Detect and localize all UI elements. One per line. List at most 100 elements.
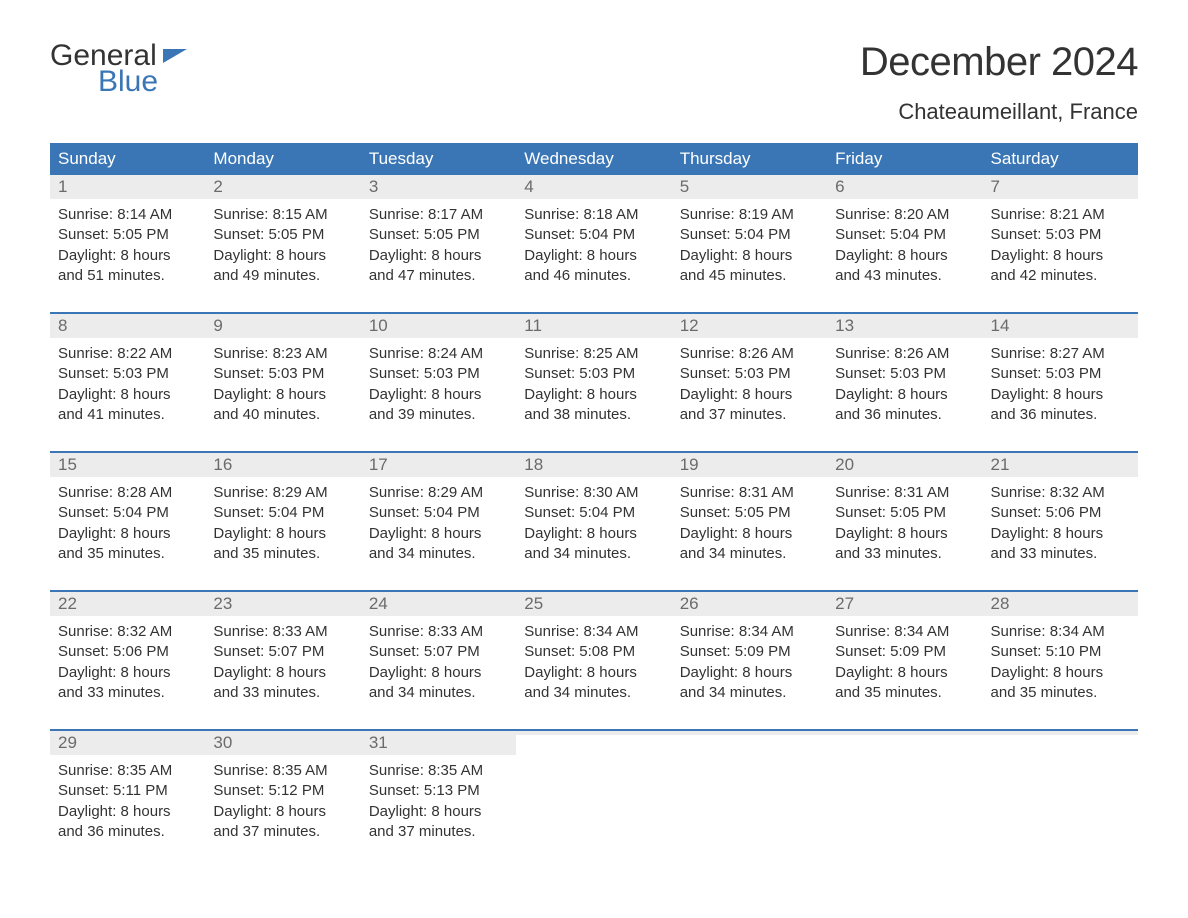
- day-content: Sunrise: 8:15 AMSunset: 5:05 PMDaylight:…: [205, 199, 360, 292]
- sunrise-text: Sunrise: 8:27 AM: [991, 344, 1130, 364]
- day-number: 16: [205, 453, 360, 477]
- sunrise-text: Sunrise: 8:26 AM: [835, 344, 974, 364]
- page-title: December 2024: [860, 40, 1138, 85]
- sunrise-text: Sunrise: 8:24 AM: [369, 344, 508, 364]
- weekday-header: Monday: [205, 143, 360, 175]
- d2-text: and 38 minutes.: [524, 405, 663, 425]
- calendar-week: 1Sunrise: 8:14 AMSunset: 5:05 PMDaylight…: [50, 175, 1138, 292]
- sunrise-text: Sunrise: 8:33 AM: [213, 622, 352, 642]
- calendar-day: 10Sunrise: 8:24 AMSunset: 5:03 PMDayligh…: [361, 314, 516, 431]
- calendar-day: 9Sunrise: 8:23 AMSunset: 5:03 PMDaylight…: [205, 314, 360, 431]
- d2-text: and 35 minutes.: [835, 683, 974, 703]
- day-number: 5: [672, 175, 827, 199]
- day-content: [827, 735, 982, 795]
- sunrise-text: Sunrise: 8:35 AM: [58, 761, 197, 781]
- day-number: 31: [361, 731, 516, 755]
- sunrise-text: Sunrise: 8:34 AM: [991, 622, 1130, 642]
- weekday-header: Tuesday: [361, 143, 516, 175]
- sunrise-text: Sunrise: 8:20 AM: [835, 205, 974, 225]
- day-number: 26: [672, 592, 827, 616]
- weekday-header: Saturday: [983, 143, 1138, 175]
- calendar-day: 30Sunrise: 8:35 AMSunset: 5:12 PMDayligh…: [205, 731, 360, 848]
- d1-text: Daylight: 8 hours: [369, 385, 508, 405]
- day-number: 14: [983, 314, 1138, 338]
- d2-text: and 34 minutes.: [524, 544, 663, 564]
- day-number: 28: [983, 592, 1138, 616]
- d2-text: and 33 minutes.: [835, 544, 974, 564]
- d1-text: Daylight: 8 hours: [991, 246, 1130, 266]
- d1-text: Daylight: 8 hours: [58, 385, 197, 405]
- sunrise-text: Sunrise: 8:25 AM: [524, 344, 663, 364]
- d1-text: Daylight: 8 hours: [680, 246, 819, 266]
- sunrise-text: Sunrise: 8:31 AM: [680, 483, 819, 503]
- sunset-text: Sunset: 5:04 PM: [524, 503, 663, 523]
- d1-text: Daylight: 8 hours: [991, 663, 1130, 683]
- day-number: 21: [983, 453, 1138, 477]
- day-number: 15: [50, 453, 205, 477]
- d2-text: and 41 minutes.: [58, 405, 197, 425]
- day-content: Sunrise: 8:23 AMSunset: 5:03 PMDaylight:…: [205, 338, 360, 431]
- day-content: Sunrise: 8:33 AMSunset: 5:07 PMDaylight:…: [205, 616, 360, 709]
- day-number: 3: [361, 175, 516, 199]
- sunset-text: Sunset: 5:05 PM: [680, 503, 819, 523]
- d2-text: and 51 minutes.: [58, 266, 197, 286]
- d1-text: Daylight: 8 hours: [58, 246, 197, 266]
- calendar-day: 4Sunrise: 8:18 AMSunset: 5:04 PMDaylight…: [516, 175, 671, 292]
- d2-text: and 37 minutes.: [213, 822, 352, 842]
- d1-text: Daylight: 8 hours: [369, 524, 508, 544]
- calendar-day: 11Sunrise: 8:25 AMSunset: 5:03 PMDayligh…: [516, 314, 671, 431]
- sunset-text: Sunset: 5:05 PM: [58, 225, 197, 245]
- sunrise-text: Sunrise: 8:19 AM: [680, 205, 819, 225]
- sunset-text: Sunset: 5:04 PM: [213, 503, 352, 523]
- d1-text: Daylight: 8 hours: [991, 524, 1130, 544]
- day-content: Sunrise: 8:28 AMSunset: 5:04 PMDaylight:…: [50, 477, 205, 570]
- sunrise-text: Sunrise: 8:17 AM: [369, 205, 508, 225]
- day-content: [983, 735, 1138, 795]
- day-content: Sunrise: 8:35 AMSunset: 5:11 PMDaylight:…: [50, 755, 205, 848]
- d1-text: Daylight: 8 hours: [58, 663, 197, 683]
- sunrise-text: Sunrise: 8:35 AM: [213, 761, 352, 781]
- d2-text: and 49 minutes.: [213, 266, 352, 286]
- calendar-week: 22Sunrise: 8:32 AMSunset: 5:06 PMDayligh…: [50, 590, 1138, 709]
- sunset-text: Sunset: 5:09 PM: [680, 642, 819, 662]
- d2-text: and 47 minutes.: [369, 266, 508, 286]
- sunrise-text: Sunrise: 8:29 AM: [369, 483, 508, 503]
- d1-text: Daylight: 8 hours: [680, 663, 819, 683]
- calendar-header-row: Sunday Monday Tuesday Wednesday Thursday…: [50, 143, 1138, 175]
- day-number: 10: [361, 314, 516, 338]
- sunset-text: Sunset: 5:06 PM: [58, 642, 197, 662]
- sunset-text: Sunset: 5:03 PM: [991, 225, 1130, 245]
- day-content: Sunrise: 8:35 AMSunset: 5:13 PMDaylight:…: [361, 755, 516, 848]
- sunset-text: Sunset: 5:04 PM: [369, 503, 508, 523]
- d2-text: and 37 minutes.: [369, 822, 508, 842]
- calendar-day: 12Sunrise: 8:26 AMSunset: 5:03 PMDayligh…: [672, 314, 827, 431]
- weekday-header: Sunday: [50, 143, 205, 175]
- calendar-day: 18Sunrise: 8:30 AMSunset: 5:04 PMDayligh…: [516, 453, 671, 570]
- sunrise-text: Sunrise: 8:33 AM: [369, 622, 508, 642]
- day-number: 22: [50, 592, 205, 616]
- sunset-text: Sunset: 5:03 PM: [835, 364, 974, 384]
- sunset-text: Sunset: 5:09 PM: [835, 642, 974, 662]
- day-number: 1: [50, 175, 205, 199]
- sunrise-text: Sunrise: 8:34 AM: [680, 622, 819, 642]
- sunrise-text: Sunrise: 8:34 AM: [835, 622, 974, 642]
- sunrise-text: Sunrise: 8:21 AM: [991, 205, 1130, 225]
- flag-icon: [163, 49, 187, 63]
- sunrise-text: Sunrise: 8:15 AM: [213, 205, 352, 225]
- day-content: Sunrise: 8:34 AMSunset: 5:09 PMDaylight:…: [827, 616, 982, 709]
- day-number: 24: [361, 592, 516, 616]
- calendar-day: 21Sunrise: 8:32 AMSunset: 5:06 PMDayligh…: [983, 453, 1138, 570]
- calendar-day: 7Sunrise: 8:21 AMSunset: 5:03 PMDaylight…: [983, 175, 1138, 292]
- d2-text: and 37 minutes.: [680, 405, 819, 425]
- sunrise-text: Sunrise: 8:30 AM: [524, 483, 663, 503]
- d1-text: Daylight: 8 hours: [524, 663, 663, 683]
- sunset-text: Sunset: 5:03 PM: [680, 364, 819, 384]
- sunrise-text: Sunrise: 8:32 AM: [58, 622, 197, 642]
- d1-text: Daylight: 8 hours: [369, 246, 508, 266]
- d1-text: Daylight: 8 hours: [58, 802, 197, 822]
- calendar-day: 17Sunrise: 8:29 AMSunset: 5:04 PMDayligh…: [361, 453, 516, 570]
- sunset-text: Sunset: 5:03 PM: [58, 364, 197, 384]
- sunrise-text: Sunrise: 8:23 AM: [213, 344, 352, 364]
- day-content: Sunrise: 8:20 AMSunset: 5:04 PMDaylight:…: [827, 199, 982, 292]
- calendar-day: 3Sunrise: 8:17 AMSunset: 5:05 PMDaylight…: [361, 175, 516, 292]
